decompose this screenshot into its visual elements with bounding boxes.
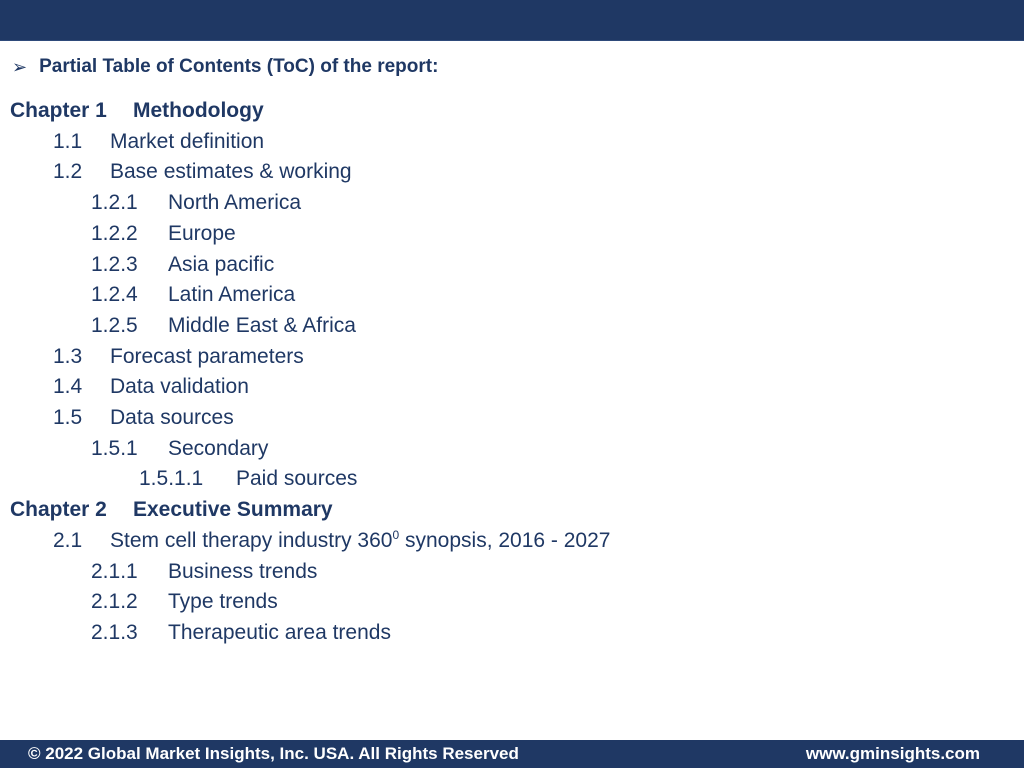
toc-entry-number: 1.5.1.1 xyxy=(139,467,204,491)
toc-entry-label-text: Data sources xyxy=(110,406,234,429)
toc-entry-label-text: Business trends xyxy=(168,559,318,583)
toc-entry-label: Middle East & Africa xyxy=(168,310,356,341)
toc-entry-number: 2.1.3 xyxy=(91,620,138,644)
toc-entry-label-text: Base estimates & working xyxy=(110,160,352,184)
toc-entry-number: 1.2.4 xyxy=(91,283,138,307)
toc-entry: 2.1.2 Type trends xyxy=(91,586,278,617)
toc-entry-label-text: Market definition xyxy=(110,129,265,153)
toc-heading-text: Partial Table of Contents (ToC) of the r… xyxy=(39,56,439,77)
toc-entry: 2.1 Stem cell therapy industry 3600 synop… xyxy=(53,525,610,556)
website-link[interactable]: www.gminsights.com xyxy=(805,744,980,763)
toc-entry-number: 1.2.5 xyxy=(91,313,138,337)
toc-entry: 1.5.1 Secondary xyxy=(91,433,268,464)
toc-entry-label-text: synopsis, 2016 - 2027 xyxy=(399,528,611,552)
toc-entry-label-text: Europe xyxy=(168,221,236,245)
toc-entry: 1.2 Base estimates & working xyxy=(53,156,352,187)
toc-entry-label-text: Secondary xyxy=(168,436,269,460)
toc-entry-number: 1.2.1 xyxy=(91,191,138,215)
toc-entry: 1.2.4 Latin America xyxy=(91,279,295,310)
top-banner xyxy=(0,0,1024,41)
toc-entry-label-text: Type trends xyxy=(168,590,278,614)
toc-entry-number: 1.5.1 xyxy=(91,436,138,460)
toc-entry-label-text: Data validation xyxy=(110,375,249,399)
toc-entry-label: Market definition xyxy=(110,126,264,157)
toc-entry-label: Asia pacific xyxy=(168,249,274,280)
toc-entry: 1.5 Data sources xyxy=(53,402,234,433)
toc-entry-number: 2.1 xyxy=(53,528,83,552)
toc-entry-label: North America xyxy=(168,187,301,218)
toc-entry: 1.2.5 Middle East & Africa xyxy=(91,310,356,341)
toc-entry-number: 2.1.2 xyxy=(91,590,138,614)
toc-entry-label: Forecast parameters xyxy=(110,341,304,372)
toc-entry: 1.2.3 Asia pacific xyxy=(91,249,274,280)
toc-entry: 2.1.1 Business trends xyxy=(91,556,317,587)
toc-entry-label-text: Asia pacific xyxy=(168,252,275,276)
toc-heading: ➢ Partial Table of Contents (ToC) of the… xyxy=(12,56,438,78)
toc-entry-label: Therapeutic area trends xyxy=(168,617,391,648)
toc-entry-label: Europe xyxy=(168,218,236,249)
toc-entry: 1.3 Forecast parameters xyxy=(53,341,304,372)
toc-entry-label-text: Therapeutic area trends xyxy=(168,620,391,644)
toc-entry-number: 1.2.3 xyxy=(91,252,138,276)
toc-entry-label-text: Latin America xyxy=(168,283,296,307)
toc-entry-label-text: Paid sources xyxy=(236,467,358,491)
superscript: 0 xyxy=(392,527,400,542)
toc-entry-label: Methodology xyxy=(133,95,264,126)
toc-entry-label: Type trends xyxy=(168,586,278,617)
toc-entry: 1.4 Data validation xyxy=(53,371,249,402)
toc-entry: 1.1 Market definition xyxy=(53,126,264,157)
toc-entry-number: 1.5 xyxy=(53,406,83,429)
chapter-heading: Chapter 1 Methodology xyxy=(10,95,264,126)
toc-entry-number: Chapter 1 xyxy=(10,99,107,122)
toc-entry-number: 1.2 xyxy=(53,160,83,184)
toc-entry-label: Data sources xyxy=(110,402,234,433)
toc-entry-label-text: North America xyxy=(168,191,302,215)
arrow-bullet-icon: ➢ xyxy=(12,56,28,77)
toc-entry-label-text: Executive Summary xyxy=(133,498,333,522)
toc-entry-label: Data validation xyxy=(110,371,249,402)
toc-entry-label: Stem cell therapy industry 3600 synopsis… xyxy=(110,525,610,556)
toc-entry: 1.5.1.1 Paid sources xyxy=(139,463,357,494)
toc-entry: 1.2.2 Europe xyxy=(91,218,236,249)
toc-entry-label: Base estimates & working xyxy=(110,156,352,187)
toc-entry-label-text: Forecast parameters xyxy=(110,344,304,368)
toc-entry-label: Latin America xyxy=(168,279,295,310)
chapter-heading: Chapter 2 Executive Summary xyxy=(10,494,333,525)
toc-entry-label-text: Stem cell therapy industry 360 xyxy=(110,528,393,552)
toc-entry-number: 2.1.1 xyxy=(91,559,138,583)
toc-entry-label: Executive Summary xyxy=(133,494,333,525)
toc-entry-label: Paid sources xyxy=(236,463,357,494)
toc-entry-label-text: Middle East & Africa xyxy=(168,313,356,337)
toc-entry-number: 1.2.2 xyxy=(91,221,138,245)
toc-entry-number: 1.3 xyxy=(53,344,83,368)
copyright-text: © 2022 Global Market Insights, Inc. USA.… xyxy=(28,744,519,763)
toc-entry: 2.1.3 Therapeutic area trends xyxy=(91,617,391,648)
toc-entry-number: Chapter 2 xyxy=(10,498,107,522)
toc-entry: 1.2.1 North America xyxy=(91,187,301,218)
toc-entry-number: 1.4 xyxy=(53,375,83,399)
toc-entry-number: 1.1 xyxy=(53,129,83,153)
toc-entry-label: Secondary xyxy=(168,433,268,464)
toc-entry-label: Business trends xyxy=(168,556,317,587)
toc-entry-label-text: Methodology xyxy=(133,99,264,122)
footer-bar: © 2022 Global Market Insights, Inc. USA.… xyxy=(0,740,1024,768)
